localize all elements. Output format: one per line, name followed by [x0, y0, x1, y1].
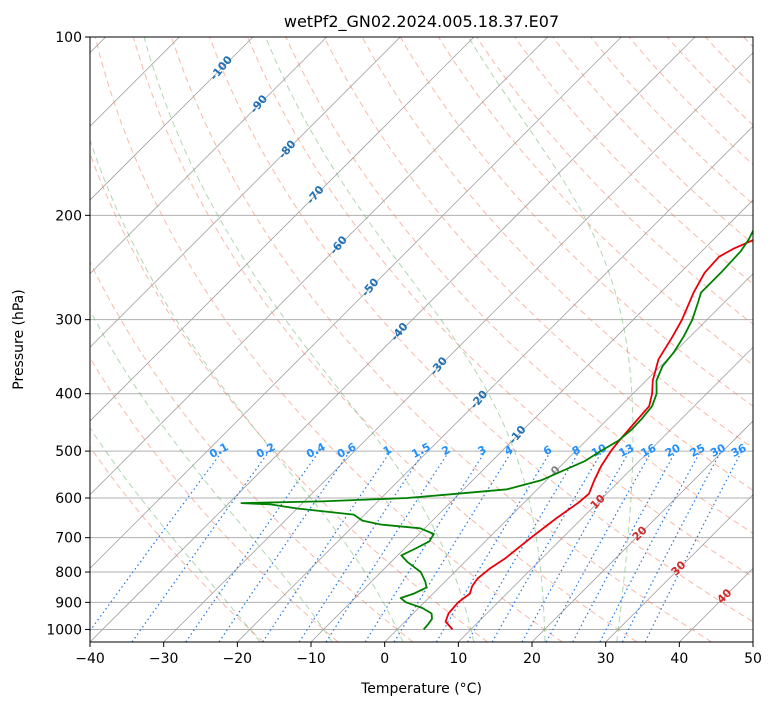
dry-adiabat-line [437, 37, 753, 366]
x-tick-label: −20 [223, 651, 253, 667]
dry-adiabat-line [247, 37, 753, 578]
isotherm-line [531, 420, 753, 642]
isotherm-line [90, 37, 475, 422]
mixing-ratio-line [393, 450, 513, 642]
y-tick-label: 200 [55, 208, 82, 224]
dry-adiabat-line [361, 37, 753, 449]
dry-adiabat-line [476, 37, 753, 325]
mixing-ratio-line [364, 450, 486, 642]
mixing-ratio-line [572, 450, 677, 642]
y-tick-label: 800 [55, 565, 82, 581]
dry-adiabat-line [399, 37, 753, 407]
moist-adiabat-line [90, 427, 261, 642]
x-tick-label: 50 [744, 651, 762, 667]
chart-title: wetPf2_GN02.2024.005.18.37.E07 [284, 12, 559, 32]
isotherm-line [90, 37, 696, 642]
mixing-ratio-label: 25 [688, 441, 708, 460]
dry-adiabat-line [285, 37, 753, 535]
isotherm-line [752, 641, 753, 642]
y-tick-label: 900 [55, 595, 82, 611]
mixing-ratio-line [599, 450, 702, 642]
isotherm-line [90, 37, 401, 348]
mixing-ratio-line [298, 450, 425, 642]
isotherm-line [163, 52, 753, 642]
x-tick-label: 10 [449, 651, 467, 667]
mixing-ratio-line [435, 450, 552, 642]
dry-adiabat-line [90, 152, 488, 642]
x-tick-label: 20 [523, 651, 541, 667]
mixing-ratio-line [185, 450, 320, 642]
mixing-ratio-layer [90, 450, 743, 642]
moist-adiabat-line [90, 138, 404, 642]
y-tick-label: 1000 [46, 622, 82, 638]
plot-background [90, 37, 753, 642]
plot-frame [89, 36, 754, 643]
x-tick-label: −40 [75, 651, 105, 667]
x-tick-label: 0 [380, 651, 389, 667]
mixing-ratio-line [218, 450, 351, 642]
isotherm-line [90, 37, 327, 275]
y-tick-label: 500 [55, 444, 82, 460]
axis-layer: −40 −30 −20 −10 0 10 20 30 40 50 100 200 300 400 500 60… [46, 30, 762, 667]
dry-adiabat-line [94, 37, 563, 642]
mixing-ratio-line [325, 450, 450, 642]
isotherm-line [90, 37, 622, 569]
y-tick-label: 400 [55, 387, 82, 403]
x-tick-label: 40 [670, 651, 688, 667]
isotherm-line [237, 125, 753, 642]
dry-adiabat-line [171, 37, 712, 642]
dry-adiabat-line [628, 37, 753, 166]
dry-adiabat-line [90, 260, 414, 642]
mixing-ratio-line [262, 450, 392, 642]
grid-layer [90, 37, 753, 642]
mixing-ratio-label: 16 [639, 441, 659, 460]
plot-area [90, 37, 753, 642]
x-axis-label: Temperature (°C) [360, 681, 482, 697]
isotherm-line [384, 273, 753, 642]
x-tick-label: 30 [597, 651, 615, 667]
y-tick-label: 300 [55, 313, 82, 329]
isotherm-line [605, 494, 753, 642]
moist-adiabat-line [90, 309, 333, 642]
isotherm-line [90, 37, 254, 201]
mixing-ratio-label: 30 [708, 441, 728, 460]
y-tick-label: 700 [55, 531, 82, 547]
x-tick-label: −10 [296, 651, 326, 667]
y-tick-label: 100 [55, 30, 82, 46]
dry-adiabat-line [590, 37, 753, 205]
moist-adiabat-line [265, 37, 546, 642]
mixing-ratio-label: 13 [617, 441, 637, 460]
profile-series-layer [240, 229, 753, 630]
isotherm-line [458, 346, 753, 642]
temperature-profile-line [444, 239, 753, 630]
y-axis-label: Pressure (hPa) [11, 289, 27, 389]
dry-adiabat-line [90, 446, 264, 642]
x-tick-label: −30 [149, 651, 179, 667]
mixing-ratio-label: 20 [663, 441, 683, 460]
dewpoint-profile-line [240, 229, 753, 630]
isotherm-line [90, 37, 548, 496]
y-tick-label: 600 [55, 491, 82, 507]
mixing-ratio-line [466, 450, 580, 642]
mixing-ratio-label: 36 [729, 441, 749, 460]
